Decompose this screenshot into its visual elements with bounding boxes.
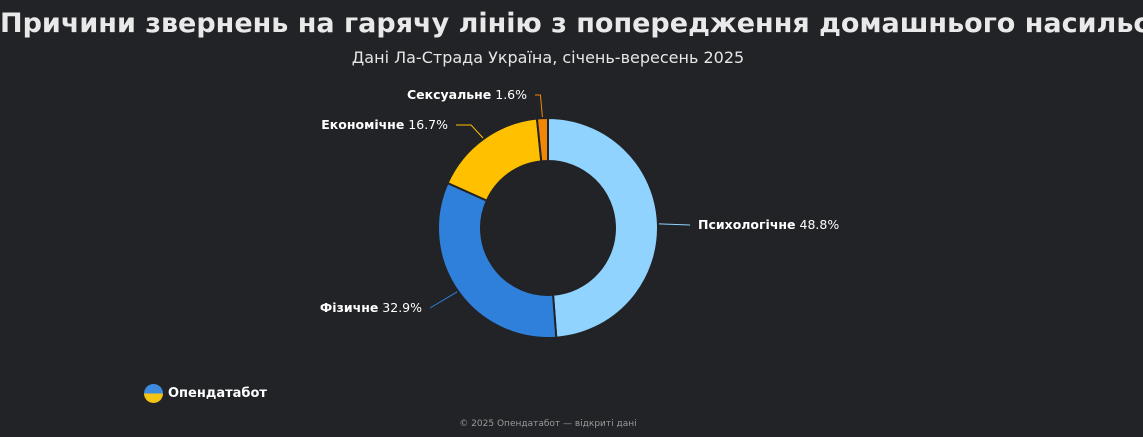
connector-line-1 (429, 291, 458, 309)
slice-3[interactable] (535, 116, 549, 163)
footer-text: © 2025 Опендатабот — відкриті дані (459, 419, 637, 429)
slice-label-1: Фізичне 32.9% (320, 300, 422, 315)
opendatabot-logo-icon (144, 384, 163, 403)
chart-title: Причини звернень на гарячу лінію з попер… (0, 8, 1143, 39)
slice-label-0: Психологічне 48.8% (698, 217, 839, 232)
brand-name: Опендатабот (168, 386, 267, 401)
slice-1[interactable] (437, 181, 558, 339)
brand: Опендатабот (144, 384, 267, 403)
slice-label-3: Сексуальне 1.6% (407, 87, 527, 102)
slice-2[interactable] (446, 117, 543, 202)
connector-line-0 (658, 223, 691, 226)
slice-label-2: Економічне 16.7% (321, 117, 448, 132)
chart-subtitle: Дані Ла-Страда Україна, січень-вересень … (351, 48, 745, 67)
connector-line-3 (535, 94, 543, 118)
connector-line-2 (456, 124, 484, 139)
slice-0[interactable] (547, 116, 659, 339)
